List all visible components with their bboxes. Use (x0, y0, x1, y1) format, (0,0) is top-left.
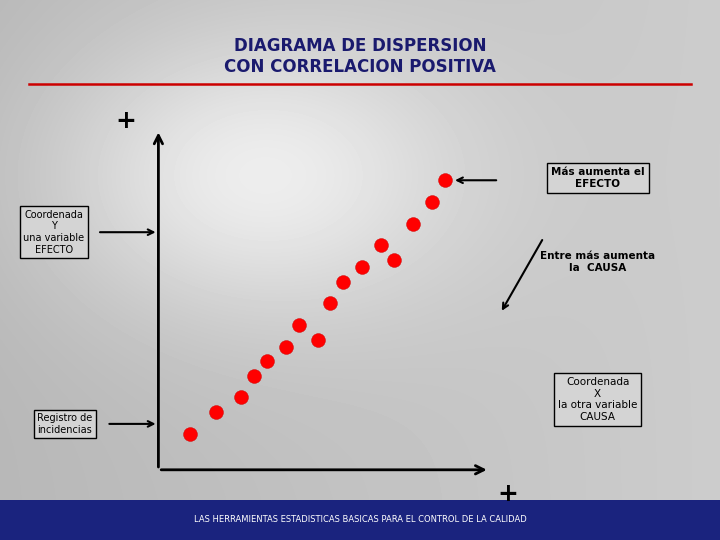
Text: Más aumenta el
EFECTO: Más aumenta el EFECTO (551, 167, 644, 189)
Text: Entre más aumenta
la  CAUSA: Entre más aumenta la CAUSA (540, 251, 655, 273)
Text: +: + (498, 482, 518, 506)
Text: DIAGRAMA DE DISPERSION: DIAGRAMA DE DISPERSION (234, 37, 486, 55)
Text: LAS HERRAMIENTAS ESTADISTICAS BASICAS PARA EL CONTROL DE LA CALIDAD: LAS HERRAMIENTAS ESTADISTICAS BASICAS PA… (194, 515, 526, 524)
Text: +: + (116, 110, 136, 133)
Text: Coordenada
Y
una variable
EFECTO: Coordenada Y una variable EFECTO (24, 210, 84, 254)
Text: Coordenada
X
la otra variable
CAUSA: Coordenada X la otra variable CAUSA (558, 377, 637, 422)
Text: Registro de
incidencias: Registro de incidencias (37, 413, 92, 435)
FancyBboxPatch shape (0, 500, 720, 540)
Text: CON CORRELACION POSITIVA: CON CORRELACION POSITIVA (224, 58, 496, 77)
